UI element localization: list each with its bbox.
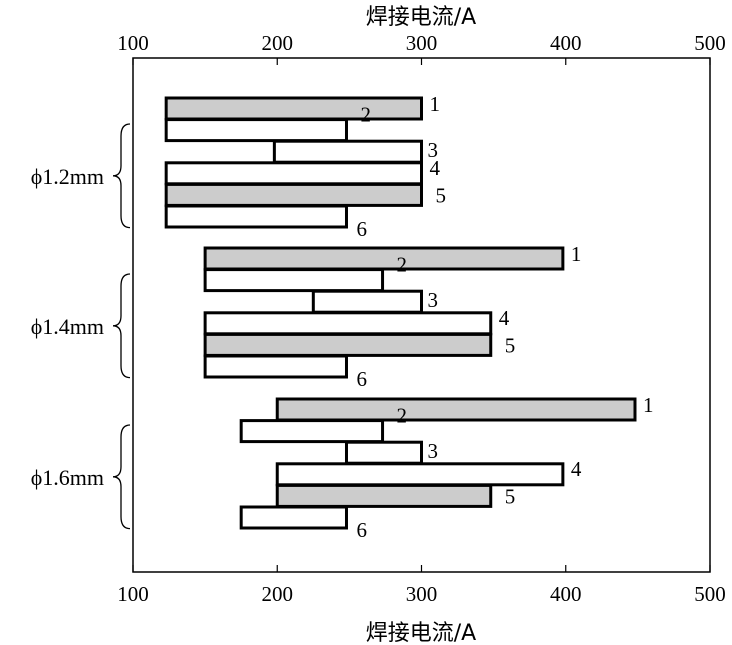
bar-hollow [164,204,348,229]
tick-label-top: 300 [406,31,438,55]
bar-hollow [239,505,348,530]
group-brace [112,273,131,379]
bar-filled [275,397,637,422]
group-label: ϕ1.6mm [31,465,104,490]
bar-hollow [239,419,385,444]
bar-group: 1 2 34 5 6 ϕ1.2mm [31,92,446,241]
bar-label: 2 [397,253,408,277]
tick-label-bottom: 200 [262,582,294,606]
bar-hollow [164,118,348,143]
bar-hollow [203,354,348,379]
bar-hollow [344,440,423,465]
tick-label-bottom: 500 [694,582,726,606]
bar-label: 3 [428,439,439,463]
bar-label: 6 [356,367,367,391]
bar-label: 2 [397,404,408,428]
bar-label: 1 [430,92,441,116]
bar-label: 4 [499,306,510,330]
group-brace [112,123,131,229]
x-axis-ticks-top: 100 200 300 400 500 [117,31,726,65]
tick-label-top: 500 [694,31,726,55]
bar-label: 2 [360,103,371,127]
x-axis-title-top: 焊接电流/A [366,5,476,30]
bar-label: 6 [356,217,367,241]
bar-hollow [311,289,423,314]
bar-filled [164,182,423,207]
bar-label: 4 [430,156,441,180]
bar-label: 5 [505,484,516,508]
group-label: ϕ1.2mm [31,164,104,189]
bar-filled [203,332,493,357]
bar-label: 5 [436,183,447,207]
bar-label: 1 [571,242,582,266]
tick-label-top: 200 [262,31,294,55]
bar-label: 6 [356,518,367,542]
x-axis-ticks-bottom: 100 200 300 400 500 [117,565,726,606]
tick-label-bottom: 100 [117,582,149,606]
bar-hollow [164,161,423,186]
bar-hollow [272,139,423,164]
bar-filled [275,483,493,508]
bar-filled [203,246,565,271]
bar-hollow [203,268,385,293]
tick-label-top: 100 [117,31,149,55]
bar-label: 1 [643,393,654,417]
bar-label: 3 [428,288,439,312]
bar-label: 4 [571,457,582,481]
tick-label-bottom: 300 [406,582,438,606]
bar-hollow [203,311,493,336]
bar-label: 3 [428,138,439,162]
tick-label-bottom: 400 [550,582,582,606]
bar-label: 5 [505,333,516,357]
x-axis-title-bottom: 焊接电流/A [366,621,476,645]
tick-label-top: 400 [550,31,582,55]
bar-filled [164,96,423,121]
bar-hollow [275,462,565,487]
group-label: ϕ1.4mm [31,314,104,339]
group-brace [112,424,131,530]
